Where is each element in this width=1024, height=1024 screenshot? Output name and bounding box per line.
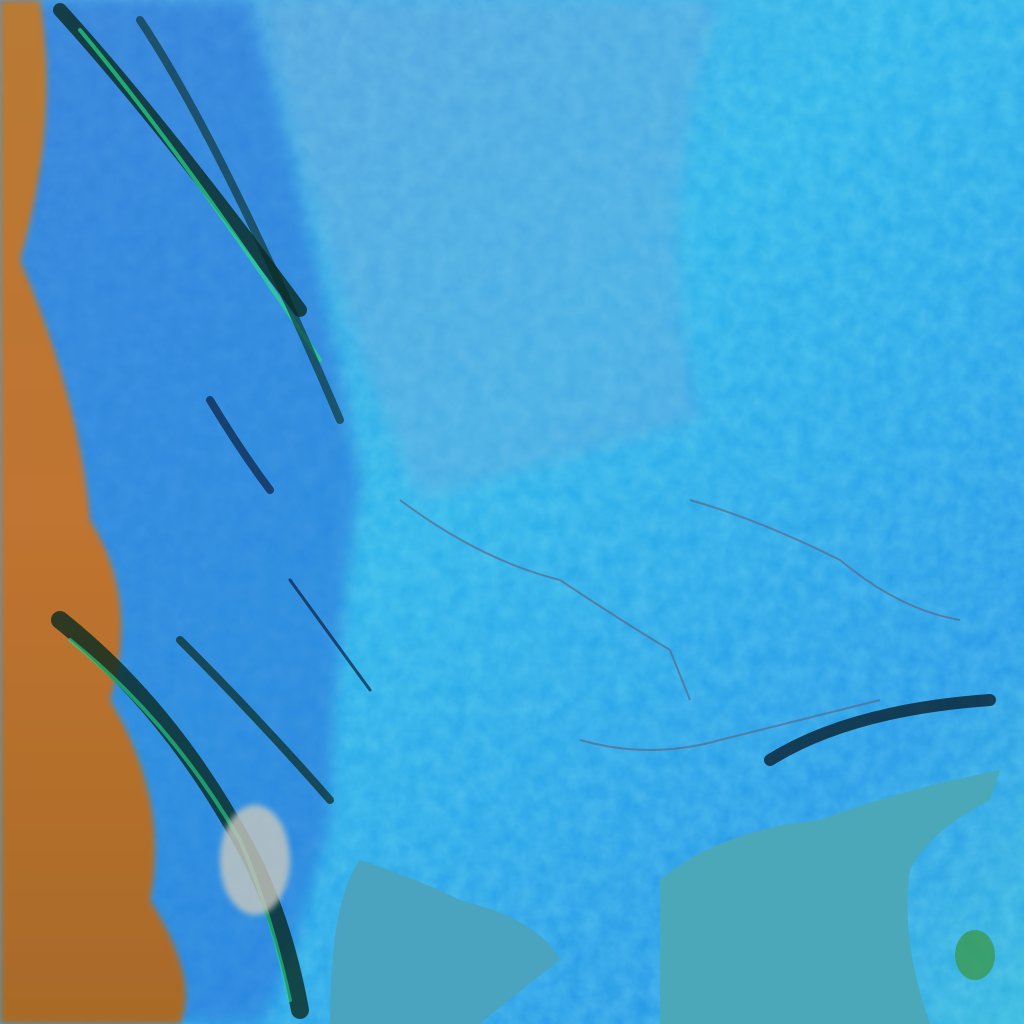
sea-west — [330, 860, 560, 1024]
orange-cloud-mass — [0, 0, 186, 1024]
green-island — [955, 930, 995, 980]
haze-band — [260, 0, 720, 500]
cloud-streaks — [51, 3, 372, 1019]
rivers — [399, 499, 961, 751]
dark-cloud-streak — [764, 694, 996, 766]
sea-east — [660, 770, 1000, 1024]
white-cloud-patch — [220, 805, 290, 915]
